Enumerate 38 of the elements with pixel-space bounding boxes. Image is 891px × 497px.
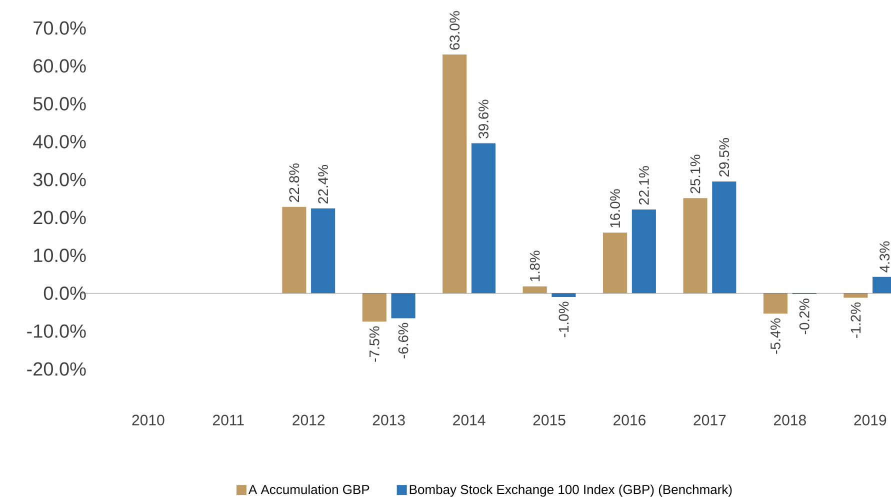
data-label: 29.5% bbox=[719, 138, 730, 177]
data-label: -7.5% bbox=[369, 326, 380, 362]
x-tick-label: 2013 bbox=[372, 414, 405, 426]
data-label: 1.8% bbox=[530, 250, 540, 282]
legend-label: A Accumulation GBP bbox=[248, 484, 370, 494]
data-label: -1.2% bbox=[850, 302, 861, 338]
data-label: 63.0% bbox=[450, 11, 460, 50]
data-label: -0.2% bbox=[799, 298, 810, 334]
y-tick-label: -10.0% bbox=[27, 324, 86, 338]
x-tick-label: 2015 bbox=[533, 414, 566, 426]
legend-label: Bombay Stock Exchange 100 Index (GBP) (Benchmark) bbox=[410, 484, 732, 497]
y-tick-label: 70.0% bbox=[34, 21, 86, 35]
data-label: 4.3% bbox=[880, 241, 890, 272]
data-label: 16.0% bbox=[610, 189, 620, 228]
x-tick-label: 2017 bbox=[694, 414, 726, 426]
data-label: 25.1% bbox=[690, 154, 700, 194]
y-tick-label: 40.0% bbox=[33, 134, 86, 148]
data-label: 22.8% bbox=[289, 163, 300, 202]
y-tick-label: 10.0% bbox=[34, 248, 86, 262]
y-tick-label: 0.0% bbox=[44, 286, 86, 300]
x-tick-label: 2010 bbox=[132, 414, 164, 426]
data-label: 22.4% bbox=[318, 164, 328, 204]
x-tick-label: 2016 bbox=[614, 414, 646, 426]
data-label: -6.6% bbox=[398, 322, 408, 358]
x-tick-label: 2011 bbox=[213, 414, 244, 426]
data-label: 22.1% bbox=[638, 166, 649, 205]
data-label: -5.4% bbox=[770, 318, 780, 354]
x-tick-label: 2018 bbox=[774, 414, 806, 426]
y-tick-label: 50.0% bbox=[33, 97, 86, 111]
data-label: -1.0% bbox=[558, 302, 569, 338]
y-tick-label: 20.0% bbox=[34, 210, 86, 224]
x-tick-label: 2012 bbox=[292, 414, 325, 426]
x-tick-label: 2019 bbox=[854, 414, 886, 426]
data-label: 39.6% bbox=[478, 100, 488, 138]
x-tick-label: 2014 bbox=[453, 414, 486, 426]
y-tick-label: 60.0% bbox=[34, 59, 86, 73]
y-tick-label: -20.0% bbox=[27, 362, 86, 376]
y-tick-label: 30.0% bbox=[33, 172, 86, 186]
